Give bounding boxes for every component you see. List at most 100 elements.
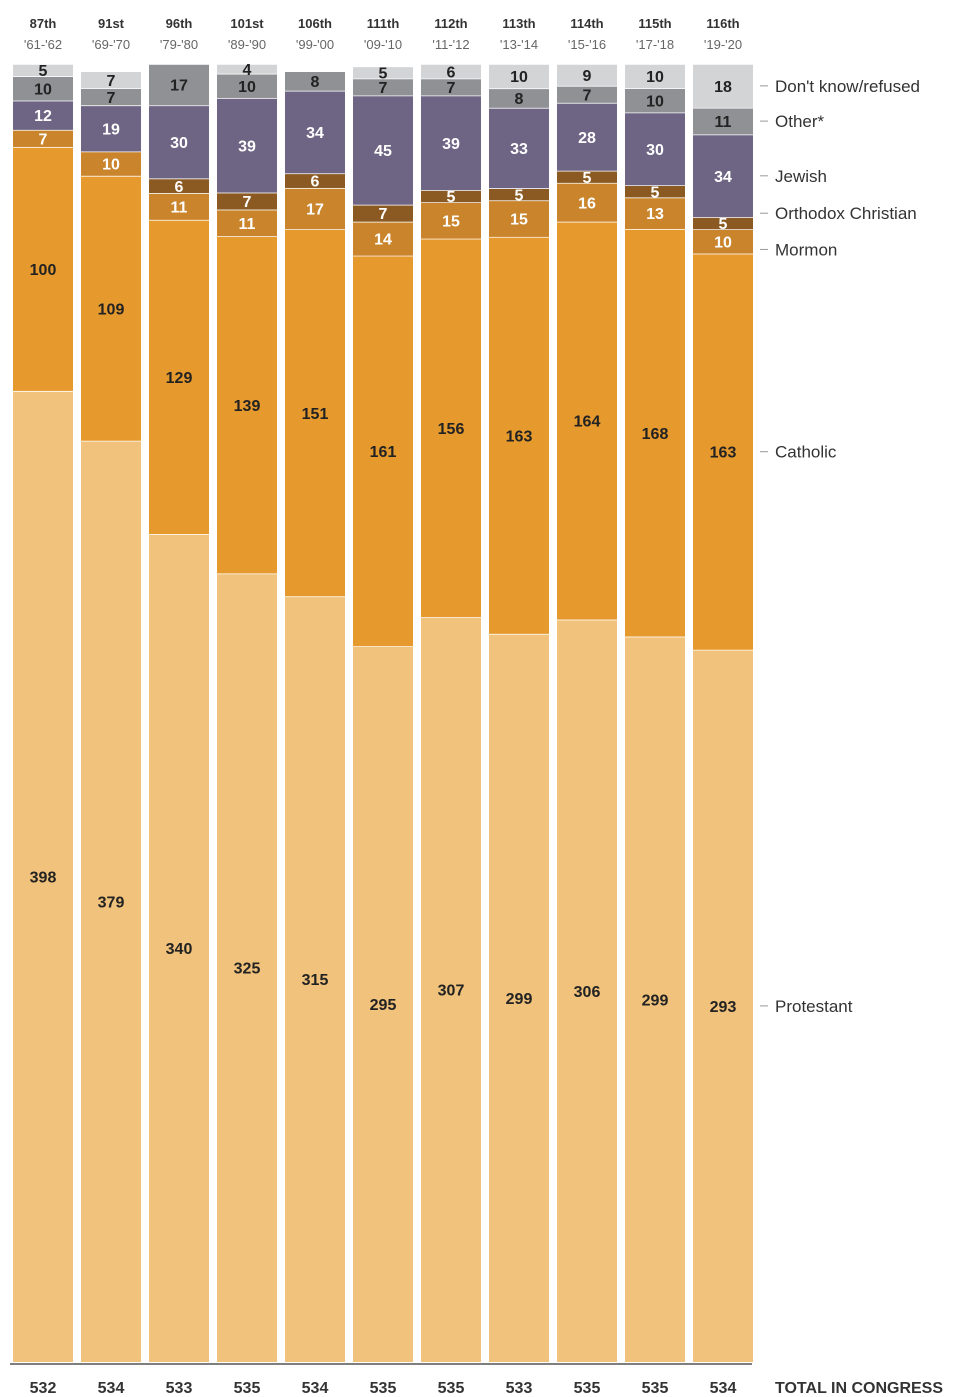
data-label-jewish-115th: 30	[646, 142, 664, 159]
years-label-91st: '69-'70	[92, 37, 130, 52]
bar-segment-don-t-know-refused-115th	[625, 64, 685, 89]
bar-segment-mormon-111th	[353, 221, 413, 256]
data-label-mormon-114th: 16	[578, 195, 596, 212]
bar-segment-protestant-114th	[557, 619, 617, 1362]
bar-segment-jewish-116th	[693, 134, 753, 218]
congress-label-112th: 112th	[434, 16, 467, 31]
data-label-protestant-113th: 299	[506, 991, 533, 1008]
bar-segment-mormon-112th	[421, 202, 481, 239]
bar-segment-orthodox-christian-111th	[353, 204, 413, 222]
data-label-mormon-87th: 7	[39, 131, 48, 148]
bar-segment-jewish-91st	[81, 105, 141, 152]
column-gap	[549, 64, 557, 1364]
data-label-mormon-96th: 11	[171, 199, 188, 216]
data-label-jewish-111th: 45	[374, 143, 392, 160]
years-label-111th: '09-'10	[364, 37, 402, 52]
bar-segment-catholic-116th	[693, 253, 753, 650]
data-label-mormon-101st: 11	[239, 216, 256, 233]
column-gap	[73, 64, 81, 1364]
years-label-114th: '15-'16	[568, 37, 606, 52]
data-label-don-t-know-refused-114th: 9	[583, 68, 592, 85]
total-106th: 534	[302, 1380, 329, 1397]
column-gap	[685, 64, 693, 1364]
data-label-don-t-know-refused-115th: 10	[646, 69, 664, 86]
data-label-other-113th: 8	[515, 91, 524, 108]
bar-segment-don-t-know-refused-91st	[81, 71, 141, 89]
years-label-106th: '99-'00	[296, 37, 334, 52]
congress-label-101st: 101st	[230, 16, 264, 31]
bar-segment-other-101st	[217, 73, 277, 98]
data-label-protestant-114th: 306	[574, 984, 601, 1001]
bar-segment-jewish-114th	[557, 102, 617, 171]
bar-segment-mormon-106th	[285, 187, 345, 230]
data-label-jewish-113th: 33	[510, 141, 528, 158]
years-label-87th: '61-'62	[24, 37, 62, 52]
data-label-protestant-101st: 325	[234, 961, 261, 978]
data-label-other-111th: 7	[379, 80, 388, 97]
bar-segment-catholic-96th	[149, 219, 209, 535]
data-label-other-112th: 7	[447, 80, 456, 97]
data-label-protestant-115th: 299	[642, 992, 669, 1009]
bar-segment-mormon-116th	[693, 229, 753, 254]
bar-segment-catholic-91st	[81, 175, 141, 441]
congress-label-115th: 115th	[638, 16, 671, 31]
bar-segment-other-87th	[13, 76, 73, 101]
column-gap	[617, 64, 625, 1364]
total-96th: 533	[166, 1380, 193, 1397]
congress-label-114th: 114th	[570, 16, 603, 31]
bar-segment-protestant-101st	[217, 573, 277, 1362]
data-label-catholic-96th: 129	[166, 370, 193, 387]
data-label-jewish-91st: 19	[102, 121, 120, 138]
legend-label-jewish: Jewish	[775, 167, 827, 186]
bar-segment-jewish-96th	[149, 105, 209, 179]
data-label-mormon-115th: 13	[646, 206, 664, 223]
data-label-catholic-106th: 151	[302, 406, 329, 423]
bar-segment-don-t-know-refused-112th	[421, 64, 481, 79]
data-label-jewish-114th: 28	[578, 130, 596, 147]
column-gap	[141, 64, 149, 1364]
total-113th: 533	[506, 1380, 533, 1397]
bar-segment-other-114th	[557, 85, 617, 103]
data-label-mormon-113th: 15	[510, 212, 528, 229]
bar-segment-other-106th	[285, 71, 345, 91]
bar-segment-jewish-111th	[353, 95, 413, 205]
data-label-mormon-91st: 10	[102, 157, 120, 174]
bar-segment-catholic-114th	[557, 221, 617, 620]
column-gap	[413, 64, 421, 1364]
bar-segment-other-115th	[625, 88, 685, 113]
data-label-jewish-106th: 34	[306, 125, 324, 142]
column-gap	[209, 64, 217, 1364]
data-label-mormon-112th: 15	[442, 213, 460, 230]
bar-segment-protestant-113th	[489, 633, 549, 1362]
bar-segment-mormon-114th	[557, 182, 617, 222]
years-label-115th: '17-'18	[636, 37, 674, 52]
bar-segment-protestant-91st	[81, 440, 141, 1363]
bar-segment-protestant-87th	[13, 390, 73, 1363]
legend-label-mormon: Mormon	[775, 240, 837, 259]
years-label-113th: '13-'14	[500, 37, 538, 52]
data-label-don-t-know-refused-113th: 10	[510, 69, 528, 86]
congress-label-106th: 106th	[298, 16, 332, 31]
column-headers: 87th '61-'62 91st '69-'70 96th '79-'80 101st '8…	[24, 16, 742, 52]
bar-segment-orthodox-christian-116th	[693, 217, 753, 230]
data-label-catholic-114th: 164	[574, 414, 601, 431]
data-label-catholic-115th: 168	[642, 426, 669, 443]
congress-label-87th: 87th	[30, 16, 57, 31]
column-gap	[481, 64, 489, 1364]
bar-segment-don-t-know-refused-116th	[693, 64, 753, 108]
congress-label-113th: 113th	[502, 16, 535, 31]
legend: Protestant Catholic Mormon Orthodox Christi…	[760, 77, 920, 1016]
total-111th: 535	[370, 1380, 397, 1397]
data-label-orthodox-christian-112th: 5	[447, 189, 456, 206]
bar-segment-mormon-115th	[625, 197, 685, 229]
column-gap	[753, 64, 761, 1364]
total-116th: 534	[710, 1380, 737, 1397]
years-label-101st: '89-'90	[228, 37, 266, 52]
data-label-protestant-91st: 379	[98, 894, 125, 911]
column-gap	[345, 64, 353, 1364]
bar-segment-mormon-96th	[149, 193, 209, 220]
bar-segment-protestant-111th	[353, 646, 413, 1362]
bar-segment-don-t-know-refused-114th	[557, 64, 617, 86]
data-label-mormon-106th: 17	[306, 202, 324, 219]
total-in-congress-label: TOTAL IN CONGRESS	[775, 1380, 943, 1397]
